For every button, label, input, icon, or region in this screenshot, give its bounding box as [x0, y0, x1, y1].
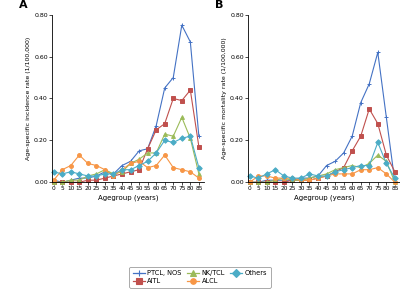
Text: A: A [18, 0, 27, 10]
Y-axis label: Age-specific incidence rate (1/100,000): Age-specific incidence rate (1/100,000) [26, 37, 31, 160]
Legend: PTCL, NOS, AITL, NK/TCL, ALCL, Others: PTCL, NOS, AITL, NK/TCL, ALCL, Others [129, 267, 271, 288]
X-axis label: Agegroup (years): Agegroup (years) [294, 194, 354, 201]
Y-axis label: Age-specific mortality rate (1/100,000): Age-specific mortality rate (1/100,000) [222, 38, 227, 159]
Text: B: B [214, 0, 223, 10]
X-axis label: Agegroup (years): Agegroup (years) [98, 194, 158, 201]
